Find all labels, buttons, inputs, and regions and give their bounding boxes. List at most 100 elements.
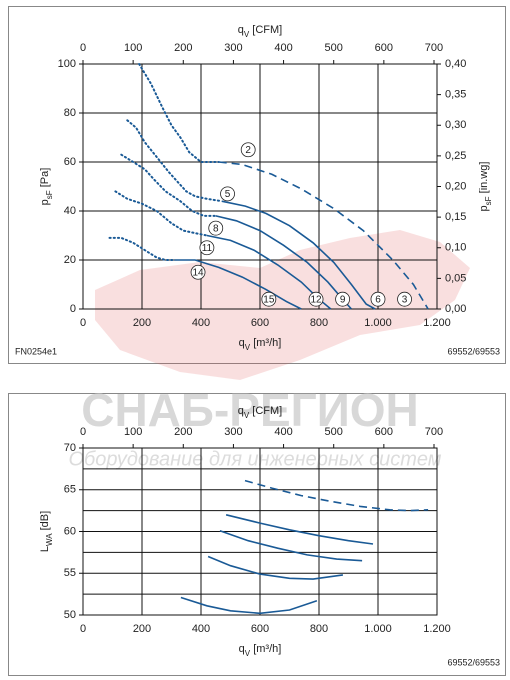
x-axis-label-part: V: [245, 343, 251, 352]
curve: [219, 529, 363, 562]
x2-tick-label: 700: [425, 42, 443, 54]
model-code: 69552/69553: [447, 346, 500, 356]
watermark-title: СНАБ-РЕГИОН: [81, 384, 419, 436]
curve: [221, 200, 376, 310]
annotation-circle: [335, 291, 351, 307]
x2-tick-label: 500: [325, 426, 343, 438]
annotation: 5: [225, 189, 231, 200]
y2-tick-label: 0,30: [445, 119, 466, 131]
curve: [180, 596, 318, 615]
x-tick-label: 600: [251, 623, 269, 635]
x2-tick-label: 200: [174, 426, 192, 438]
y-axis-label-part: L: [39, 546, 51, 552]
x2-axis-label-part: q: [238, 405, 244, 417]
y2-tick-label: 0,20: [445, 180, 466, 192]
curve: [120, 153, 217, 217]
x2-tick-label: 100: [124, 42, 142, 54]
x-tick-label: 200: [133, 623, 151, 635]
plot-border: [82, 447, 438, 616]
x2-axis-label-part: [CFM]: [249, 405, 282, 417]
x2-tick-label: 300: [224, 426, 242, 438]
annotation: 12: [310, 294, 322, 305]
x-tick-label: 0: [80, 623, 86, 635]
y-axis-label-part: p: [39, 199, 51, 205]
x2-tick-label: 600: [375, 42, 393, 54]
y-axis-label: psF [Pa]: [39, 168, 54, 206]
annotation: 6: [375, 294, 381, 305]
y2-axis-label-part: [in.wg]: [478, 162, 490, 197]
y2-tick-label: 0,00: [445, 303, 466, 315]
annotation: 8: [213, 223, 219, 234]
annotation: 9: [340, 294, 346, 305]
curve: [126, 119, 223, 203]
annotation: 15: [263, 294, 275, 305]
x-tick-label: 1.000: [364, 317, 392, 329]
annotation: 14: [192, 267, 204, 278]
y-axis-label-part: WA: [45, 533, 54, 546]
x-tick-label: 600: [251, 317, 269, 329]
x2-axis-label-part: [CFM]: [249, 24, 282, 36]
annotation-circle: [208, 220, 224, 236]
y-tick-label: 0: [70, 303, 76, 315]
x-tick-label: 400: [192, 623, 210, 635]
y2-tick-label: 0,15: [445, 211, 466, 223]
x2-axis-label-part: V: [244, 30, 250, 39]
x-axis-label: qV [m³/h]: [239, 337, 282, 352]
x-tick-label: 400: [192, 317, 210, 329]
curve: [225, 514, 374, 545]
annotation-circle: [240, 142, 256, 158]
annotation-circle: [397, 291, 412, 307]
x2-tick-label: 100: [124, 426, 142, 438]
x-axis-label-part: V: [245, 649, 251, 658]
y-axis-label: LWA [dB]: [39, 511, 54, 552]
y2-tick-label: 0,25: [445, 150, 466, 162]
x2-tick-label: 200: [174, 42, 192, 54]
annotation-circle: [220, 186, 235, 202]
x2-axis-label: qV [CFM]: [238, 24, 282, 39]
x2-axis-label-part: q: [238, 24, 244, 36]
x-axis-label-part: q: [239, 643, 245, 655]
annotation-circle: [370, 291, 386, 307]
annotation: 11: [202, 243, 213, 254]
y-tick-label: 100: [58, 58, 76, 70]
x-axis-label-part: [m³/h]: [250, 643, 281, 655]
curve: [218, 161, 429, 310]
x-tick-label: 800: [310, 623, 328, 635]
y-tick-label: 40: [64, 205, 76, 217]
curve: [244, 479, 429, 512]
y-tick-label: 70: [64, 442, 76, 454]
curve: [108, 236, 176, 261]
y-tick-label: 80: [64, 107, 76, 119]
x2-axis-label: qV [CFM]: [238, 405, 282, 420]
figure-code: FN0254e1: [15, 346, 57, 356]
y-tick-label: 55: [64, 567, 76, 579]
x2-tick-label: 0: [80, 426, 86, 438]
x2-tick-label: 400: [274, 426, 292, 438]
x2-tick-label: 600: [375, 426, 393, 438]
curve: [138, 63, 220, 163]
y2-tick-label: 0,35: [445, 89, 466, 101]
x2-tick-label: 700: [425, 426, 443, 438]
x-tick-label: 1.000: [364, 623, 392, 635]
plot-border: [82, 63, 438, 310]
y-axis-label-part: [Pa]: [39, 168, 51, 191]
x-axis-label-part: [m³/h]: [250, 337, 281, 349]
y2-tick-label: 0,10: [445, 242, 466, 254]
curve: [174, 259, 302, 310]
y-tick-label: 65: [64, 484, 76, 496]
y-axis-label-part: sF: [45, 190, 54, 199]
x2-tick-label: 400: [274, 42, 292, 54]
panel-frame: [8, 393, 506, 676]
annotation-circle: [190, 264, 206, 280]
watermark-map: [95, 230, 470, 380]
x-axis-label: qV [m³/h]: [239, 643, 282, 658]
y-tick-label: 20: [64, 254, 76, 266]
y2-axis-label: psF [in.wg]: [478, 162, 493, 212]
x-tick-label: 800: [310, 317, 328, 329]
x2-tick-label: 500: [325, 42, 343, 54]
panel-frame: [8, 6, 506, 364]
watermark-subtitle: Оборудование для инженерных систем: [68, 448, 441, 470]
curve: [114, 190, 208, 237]
